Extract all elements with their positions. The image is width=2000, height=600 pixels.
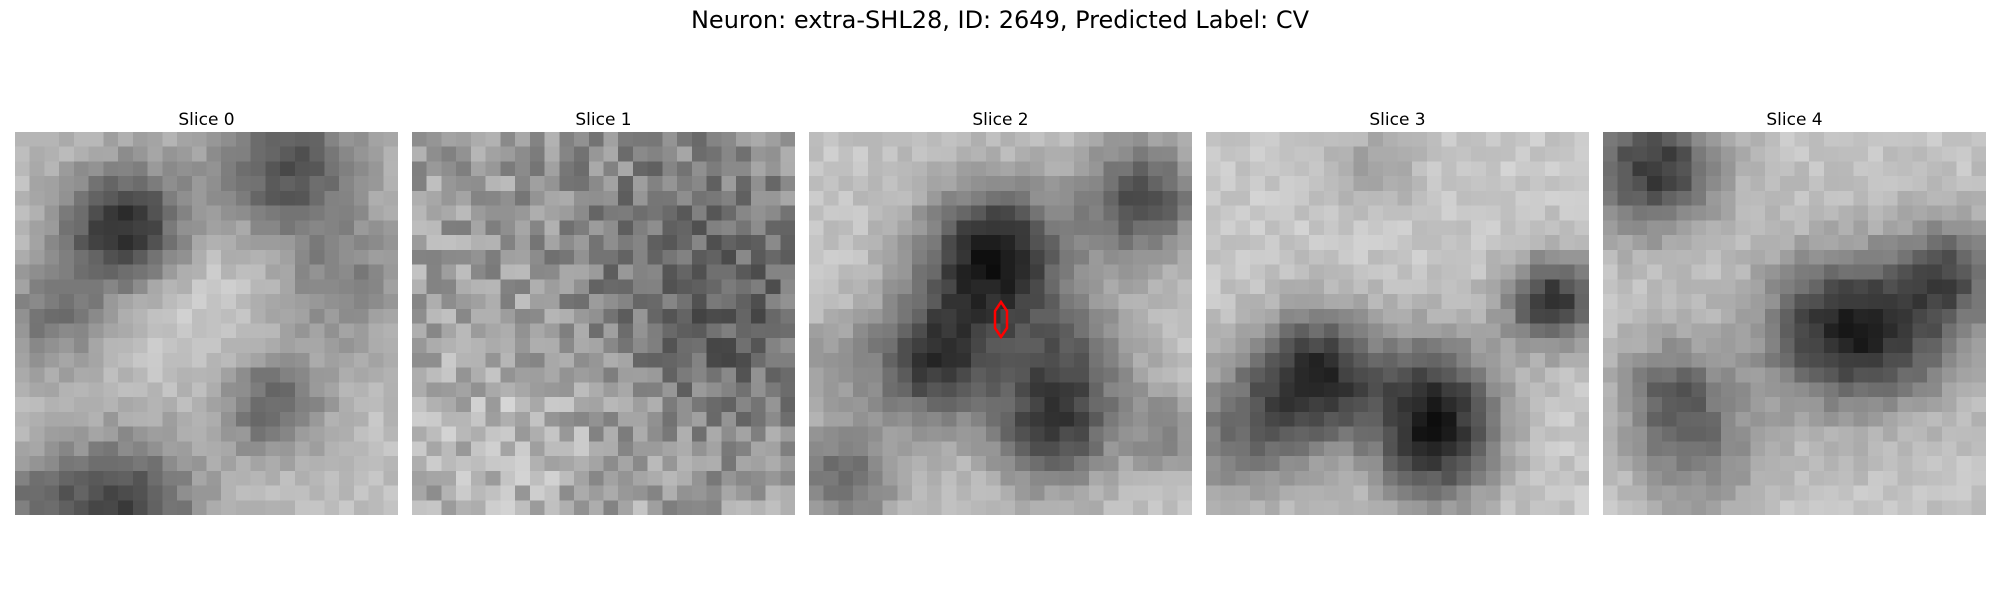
- slice-image-0: [15, 132, 398, 515]
- slice-image-4: [1603, 132, 1986, 515]
- slice-image-2: [809, 132, 1192, 515]
- slice-title-2: Slice 2: [972, 110, 1029, 130]
- slice-title-4: Slice 4: [1766, 110, 1823, 130]
- slice-panel-4: Slice 4: [1603, 108, 1986, 515]
- figure-title: Neuron: extra-SHL28, ID: 2649, Predicted…: [690, 6, 1310, 34]
- slice-panel-0: Slice 0: [15, 108, 398, 515]
- slice-title-0: Slice 0: [178, 110, 235, 130]
- slice-panel-1: Slice 1: [412, 108, 795, 515]
- slice-image-1: [412, 132, 795, 515]
- slice-panel-2: Slice 2: [809, 108, 1192, 515]
- slice-image-3: [1206, 132, 1589, 515]
- slice-title-3: Slice 3: [1369, 110, 1426, 130]
- slice-panel-3: Slice 3: [1206, 108, 1589, 515]
- slice-title-1: Slice 1: [575, 110, 632, 130]
